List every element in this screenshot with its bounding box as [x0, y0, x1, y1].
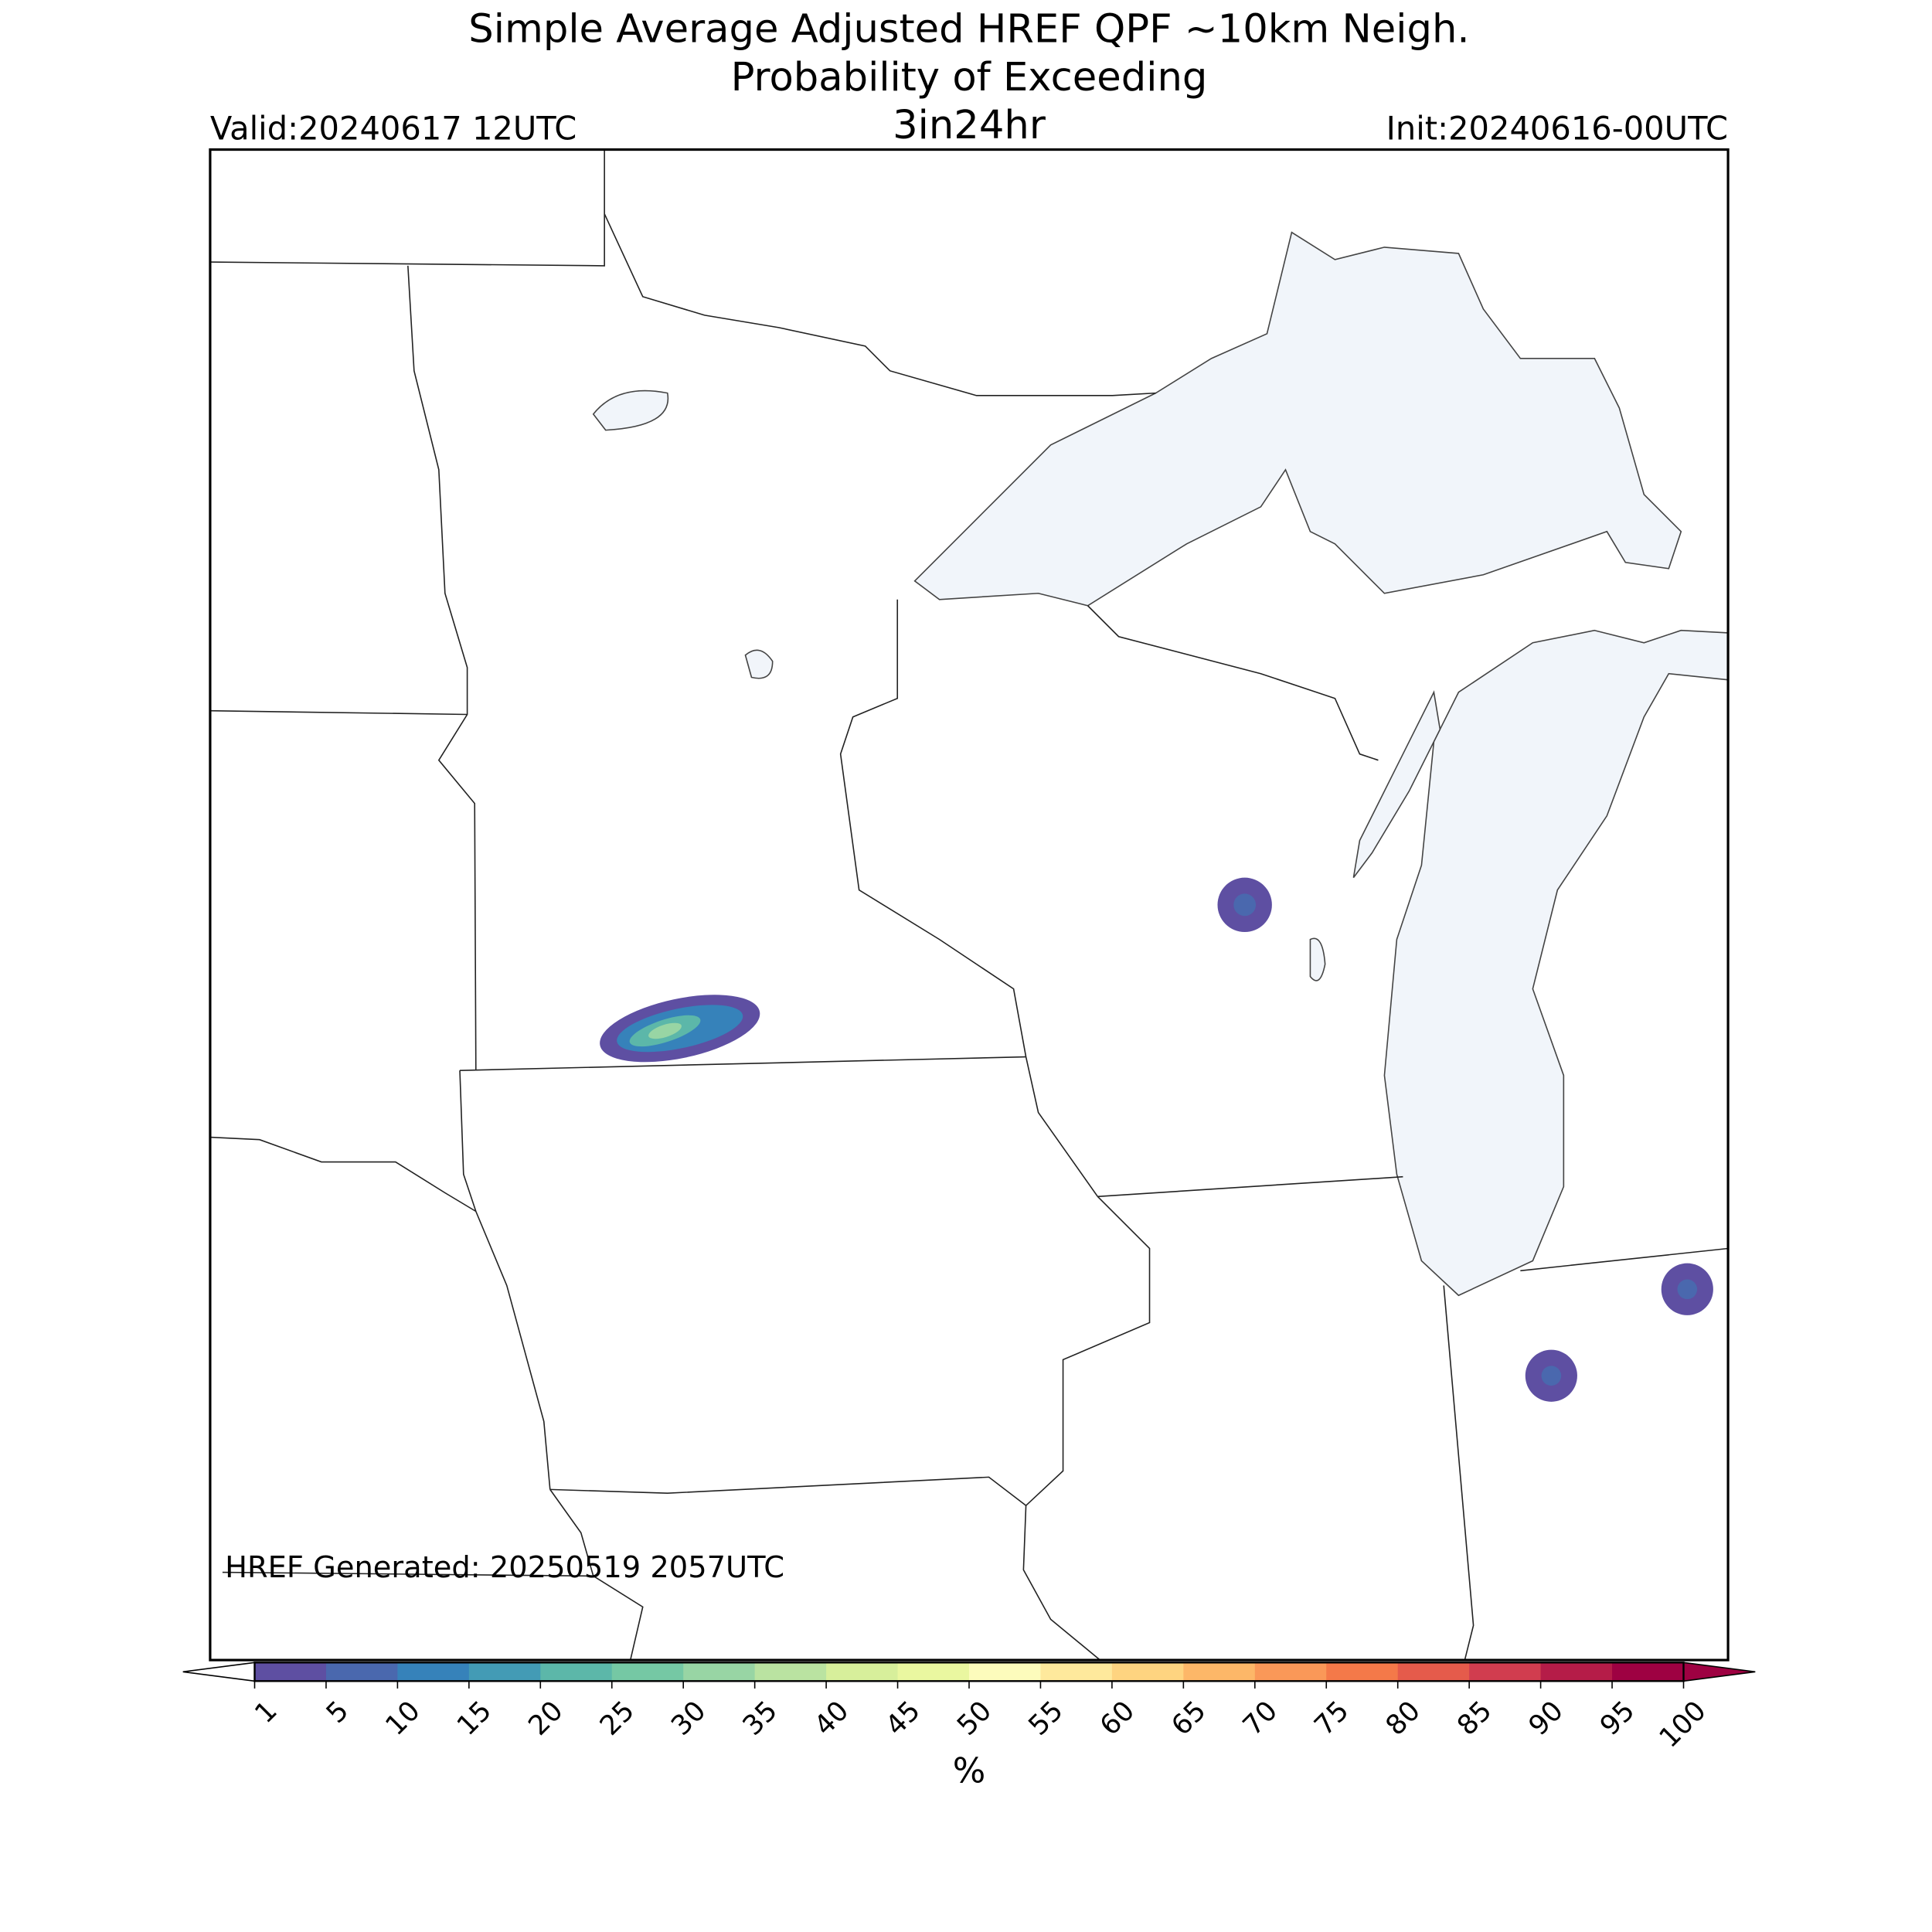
- colorbar-segment: [397, 1662, 470, 1682]
- colorbar-segment: [540, 1662, 613, 1682]
- precip-blob: [1233, 893, 1257, 917]
- precip-areas: [600, 877, 1713, 1402]
- subtitle: Probability of Exceeding: [731, 54, 1208, 100]
- lake-mille-lacs: [744, 649, 774, 679]
- precip-blob: [648, 1022, 682, 1039]
- colorbar-segment: [1612, 1662, 1685, 1682]
- colorbar-segment: [826, 1662, 899, 1682]
- title: Simple Average Adjusted HREF QPF ~10km N…: [468, 5, 1469, 52]
- colorbar-segment: [968, 1662, 1042, 1682]
- map-frame: [209, 148, 1730, 1662]
- colorbar-segment: [1111, 1662, 1185, 1682]
- lake-red: [592, 389, 669, 431]
- precip-blob: [1677, 1279, 1698, 1300]
- init-time: Init:20240616-00UTC: [1386, 110, 1728, 148]
- colorbar-segment: [611, 1662, 684, 1682]
- colorbar-segment: [897, 1662, 970, 1682]
- precip-blob: [1541, 1366, 1562, 1386]
- colorbar-segment: [254, 1662, 327, 1682]
- colorbar-segment: [1183, 1662, 1256, 1682]
- colorbar-segment: [1469, 1662, 1542, 1682]
- green-bay: [1352, 690, 1441, 879]
- lake-superior: [913, 231, 1682, 607]
- colorbar-segment: [1254, 1662, 1328, 1682]
- colorbar-segment: [1397, 1662, 1470, 1682]
- generated-note: HREF Generated: 20250519 2057UTC: [225, 1550, 784, 1585]
- colorbar-segment: [325, 1662, 399, 1682]
- map-area: HREF Generated: 20250519 2057UTC: [209, 148, 1730, 1662]
- valid-time: Valid:20240617 12UTC: [210, 110, 577, 148]
- colorbar-segment: [1326, 1662, 1399, 1682]
- colorbar-segment: [1040, 1662, 1113, 1682]
- lake-winnebago: [1309, 937, 1326, 981]
- colorbar-segment: [468, 1662, 542, 1682]
- colorbar-segment: [1540, 1662, 1613, 1682]
- colorbar-label: %: [953, 1750, 986, 1791]
- colorbar-segment: [754, 1662, 827, 1682]
- colorbar-segment: [683, 1662, 756, 1682]
- state-borders: [209, 149, 1729, 1661]
- threshold: 3in24hr: [893, 102, 1046, 148]
